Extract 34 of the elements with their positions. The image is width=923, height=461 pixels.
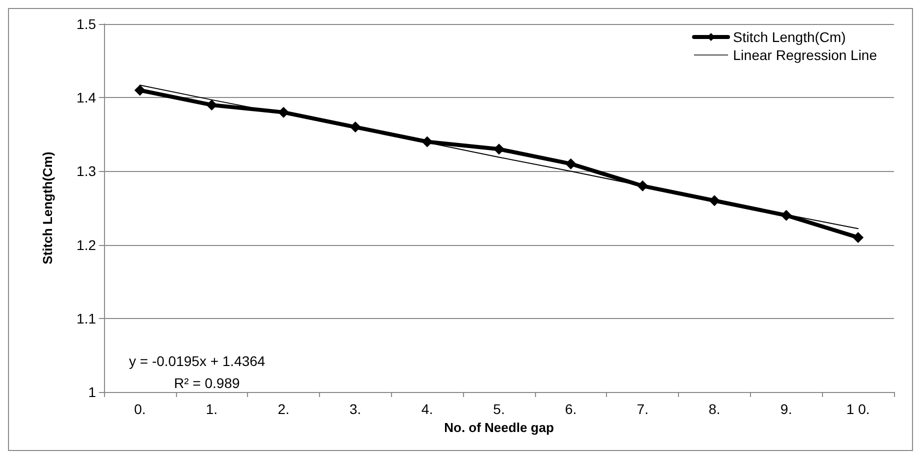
- x-tick-label: 1.: [206, 401, 218, 417]
- y-tick-label: 1.5: [76, 16, 96, 32]
- x-axis-title: No. of Needle gap: [444, 420, 554, 435]
- x-tick-label: 4.: [421, 401, 434, 417]
- y-tick-label: 1.3: [76, 163, 96, 180]
- x-tick-label: 8.: [708, 401, 720, 417]
- x-tick-label: 0.: [134, 401, 146, 417]
- y-tick-label: 1.2: [76, 236, 96, 253]
- x-tick-label: 6.: [564, 401, 577, 417]
- annotation: y = -0.0195x + 1.4364: [129, 353, 266, 369]
- point: [278, 106, 290, 118]
- x-tick-label: 9.: [780, 401, 792, 417]
- point: [422, 136, 433, 148]
- x-tick-label: 1 0.: [846, 401, 870, 417]
- point: [350, 122, 361, 133]
- legend-label: Linear Regression Line: [733, 47, 878, 63]
- x-tick-label: 7.: [636, 401, 648, 417]
- point: [565, 158, 576, 170]
- y-tick-label: 1.1: [76, 310, 96, 326]
- x-tick-label: 3.: [350, 401, 362, 417]
- point: [134, 84, 146, 96]
- y-axis-title: Stitch Length(Cm): [40, 152, 55, 264]
- x-tick-label: 5.: [493, 401, 505, 417]
- point: [494, 144, 504, 155]
- point: [206, 99, 218, 110]
- y-tick-label: 1.4: [76, 90, 96, 106]
- x-tick-label: 2.: [278, 401, 290, 417]
- point: [637, 180, 648, 192]
- annotation: R² = 0.989: [174, 375, 240, 391]
- legend-label: Stitch Length(Cm): [733, 29, 846, 45]
- point: [852, 232, 864, 243]
- point: [780, 210, 792, 221]
- point: [708, 195, 720, 206]
- y-tick-label: 1: [88, 384, 96, 400]
